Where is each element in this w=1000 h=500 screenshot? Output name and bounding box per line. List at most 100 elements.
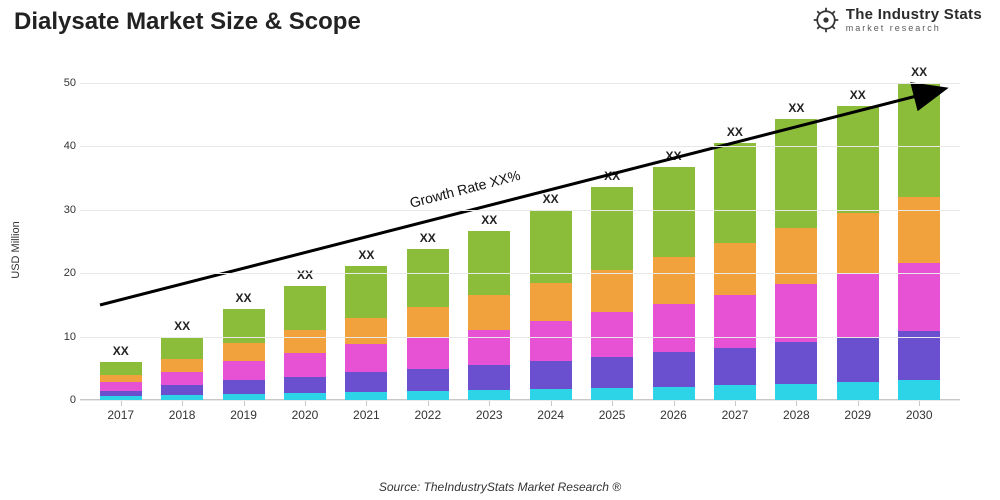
y-tick-label: 30 [50,204,76,216]
source-text: Source: TheIndustryStats Market Research… [379,480,621,494]
stacked-bar: XX [161,337,203,400]
stacked-bar: XX [407,249,449,400]
bar-segment [898,380,940,400]
bar-segment [407,369,449,391]
bars-row: XX2017XX2018XX2019XX2020XX2021XX2022XX20… [80,70,960,400]
bar-segment [284,377,326,394]
stacked-bar: XX [653,167,695,401]
bar-segment [223,343,265,361]
bar-slot: XX2030 [888,83,949,400]
bar-segment [530,361,572,389]
bar-slot: XX2017 [90,362,151,400]
bar-segment [345,372,387,392]
bar-segment [714,143,756,243]
bar-slot: XX2026 [643,167,704,401]
bar-segment [837,213,879,274]
bar-segment [100,362,142,375]
grid-line [80,83,960,84]
bar-segment [345,318,387,345]
x-tick-label: 2029 [844,408,871,422]
bar-segment [345,392,387,400]
bar-slot: XX2021 [336,266,397,400]
bar-slot: XX2025 [581,187,642,400]
bar-segment [468,295,510,329]
bar-segment [775,384,817,401]
bar-segment [284,286,326,330]
logo-subtitle: market research [846,24,982,33]
bar-value-label: XX [174,319,190,333]
x-tick-label: 2018 [169,408,196,422]
bar-value-label: XX [727,125,743,139]
bar-segment [775,228,817,284]
y-tick-label: 50 [50,77,76,89]
bar-slot: XX2028 [766,119,827,400]
x-tick-label: 2017 [107,408,134,422]
bar-value-label: XX [358,248,374,262]
bar-segment [468,390,510,400]
bar-slot: XX2024 [520,210,581,400]
bar-segment [284,393,326,400]
x-tick-label: 2026 [660,408,687,422]
x-tick-label: 2030 [906,408,933,422]
bar-segment [591,357,633,388]
x-tick-label: 2025 [599,408,626,422]
stacked-bar: XX [100,362,142,400]
bar-value-label: XX [481,213,497,227]
bar-slot: XX2018 [151,337,212,400]
y-tick-label: 20 [50,267,76,279]
bar-segment [653,167,695,257]
bar-segment [591,388,633,400]
stacked-bar: XX [714,143,756,400]
bar-segment [345,344,387,372]
bar-segment [714,243,756,294]
stacked-bar: XX [775,119,817,400]
bar-segment [530,283,572,321]
bar-segment [591,270,633,313]
bar-segment [775,284,817,342]
bar-slot: XX2020 [274,286,335,400]
bar-segment [653,257,695,304]
bar-segment [161,372,203,385]
page-title: Dialysate Market Size & Scope [14,8,361,36]
chart-container: USD Million XX2017XX2018XX2019XX2020XX20… [30,60,970,440]
bar-segment [898,331,940,380]
y-axis-label: USD Million [10,221,22,278]
bar-slot: XX2023 [459,231,520,400]
stacked-bar: XX [837,106,879,400]
bar-slot: XX2027 [704,143,765,400]
bar-segment [714,348,756,385]
x-tick-label: 2028 [783,408,810,422]
x-tick-label: 2024 [537,408,564,422]
grid-line [80,400,960,401]
bar-segment [530,389,572,400]
bar-slot: XX2019 [213,309,274,400]
gear-icon [812,6,840,34]
bar-value-label: XX [236,291,252,305]
bar-value-label: XX [788,101,804,115]
plot-area: XX2017XX2018XX2019XX2020XX2021XX2022XX20… [80,70,960,400]
bar-segment [775,342,817,383]
bar-value-label: XX [420,231,436,245]
bar-segment [161,359,203,372]
bar-segment [653,304,695,353]
bar-segment [161,385,203,395]
bar-segment [468,365,510,390]
bar-segment [161,337,203,360]
bar-segment [898,83,940,197]
x-tick-label: 2027 [722,408,749,422]
bar-value-label: XX [113,344,129,358]
grid-line [80,337,960,338]
bar-segment [837,338,879,382]
bar-segment [100,382,142,390]
bar-segment [407,337,449,369]
bar-segment [223,380,265,393]
bar-slot: XX2022 [397,249,458,400]
logo-title: The Industry Stats [846,7,982,22]
bar-segment [837,274,879,337]
bar-slot: XX2029 [827,106,888,400]
bar-value-label: XX [297,268,313,282]
stacked-bar: XX [284,286,326,400]
bar-segment [775,119,817,228]
bar-segment [468,231,510,296]
bar-value-label: XX [543,192,559,206]
